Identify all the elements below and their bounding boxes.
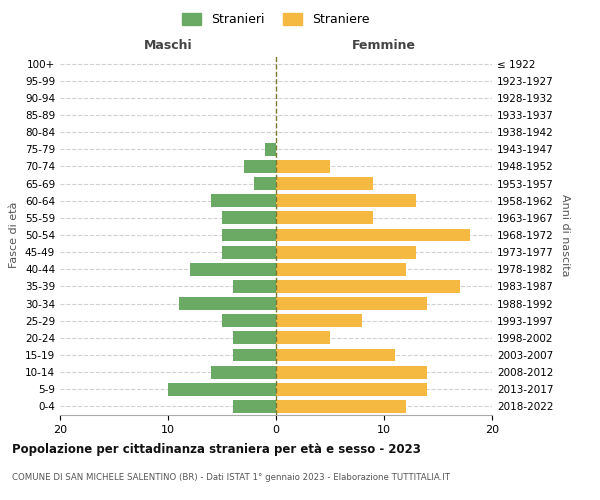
Bar xyxy=(244,160,276,173)
Bar xyxy=(276,212,373,224)
Text: Femmine: Femmine xyxy=(352,38,416,52)
Bar xyxy=(276,177,373,190)
Bar xyxy=(211,366,276,378)
Bar xyxy=(254,177,276,190)
Bar xyxy=(190,263,276,276)
Bar xyxy=(233,348,276,362)
Bar xyxy=(233,332,276,344)
Y-axis label: Anni di nascita: Anni di nascita xyxy=(560,194,570,276)
Legend: Stranieri, Straniere: Stranieri, Straniere xyxy=(178,8,374,31)
Bar xyxy=(276,383,427,396)
Bar xyxy=(168,383,276,396)
Text: Maschi: Maschi xyxy=(143,38,193,52)
Y-axis label: Fasce di età: Fasce di età xyxy=(10,202,19,268)
Bar xyxy=(276,160,330,173)
Bar xyxy=(179,297,276,310)
Bar xyxy=(233,400,276,413)
Bar xyxy=(276,280,460,293)
Bar xyxy=(222,212,276,224)
Bar xyxy=(276,263,406,276)
Text: COMUNE DI SAN MICHELE SALENTINO (BR) - Dati ISTAT 1° gennaio 2023 - Elaborazione: COMUNE DI SAN MICHELE SALENTINO (BR) - D… xyxy=(12,472,450,482)
Bar xyxy=(222,246,276,258)
Bar xyxy=(276,366,427,378)
Bar xyxy=(222,314,276,327)
Bar xyxy=(276,314,362,327)
Bar xyxy=(276,297,427,310)
Bar xyxy=(276,228,470,241)
Bar xyxy=(276,246,416,258)
Bar xyxy=(233,280,276,293)
Bar xyxy=(276,194,416,207)
Bar xyxy=(276,400,406,413)
Bar xyxy=(276,332,330,344)
Bar xyxy=(211,194,276,207)
Bar xyxy=(276,348,395,362)
Text: Popolazione per cittadinanza straniera per età e sesso - 2023: Popolazione per cittadinanza straniera p… xyxy=(12,442,421,456)
Bar xyxy=(222,228,276,241)
Bar xyxy=(265,143,276,156)
